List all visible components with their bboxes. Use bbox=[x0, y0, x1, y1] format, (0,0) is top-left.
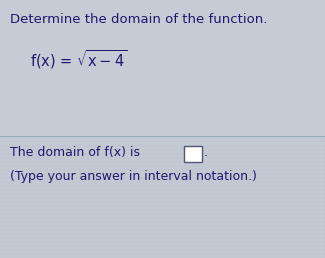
Bar bbox=[0, 0, 325, 138]
Bar bbox=[0, 136, 325, 258]
Bar bbox=[184, 146, 202, 162]
Text: Determine the domain of the function.: Determine the domain of the function. bbox=[10, 13, 267, 26]
Text: f(x) = $\mathregular{\sqrt{x-4}}$: f(x) = $\mathregular{\sqrt{x-4}}$ bbox=[30, 48, 127, 71]
Text: (Type your answer in interval notation.): (Type your answer in interval notation.) bbox=[10, 170, 257, 183]
Text: .: . bbox=[204, 146, 208, 159]
Text: The domain of f(x) is: The domain of f(x) is bbox=[10, 146, 140, 159]
